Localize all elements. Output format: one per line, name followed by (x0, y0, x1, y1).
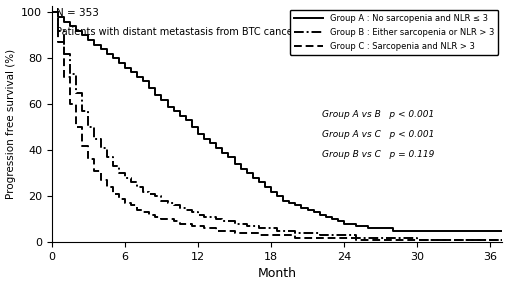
Y-axis label: Progression free survival (%): Progression free survival (%) (6, 49, 16, 199)
X-axis label: Month: Month (258, 267, 297, 281)
Text: Group A vs B   p < 0.001: Group A vs B p < 0.001 (322, 110, 434, 119)
Text: Group A vs C   p < 0.001: Group A vs C p < 0.001 (322, 130, 434, 139)
Text: Patients with distant metastasis from BTC cancer: Patients with distant metastasis from BT… (56, 27, 297, 37)
Legend: Group A : No sarcopenia and NLR ≤ 3, Group B : Either sarcopenia or NLR > 3, Gro: Group A : No sarcopenia and NLR ≤ 3, Gro… (290, 10, 498, 55)
Text: Group B vs C   p = 0.119: Group B vs C p = 0.119 (322, 150, 434, 159)
Text: N = 353: N = 353 (56, 8, 99, 18)
